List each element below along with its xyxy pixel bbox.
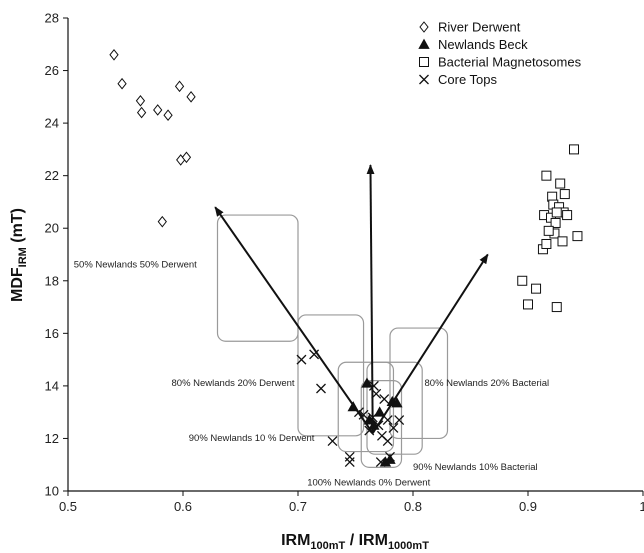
y-tick-label: 16 xyxy=(45,326,59,341)
legend-label: River Derwent xyxy=(438,20,521,35)
y-tick-label: 26 xyxy=(45,63,59,78)
newlands-beck-point xyxy=(361,377,373,388)
river-derwent-point xyxy=(157,215,167,228)
bacterial-magnetosomes-point xyxy=(551,207,562,218)
core-tops-point xyxy=(364,425,375,436)
river-derwent-point xyxy=(181,151,192,164)
bacterial-magnetosomes-point xyxy=(517,275,528,286)
mixing-annotation: 80% Newlands 20% Bacterial xyxy=(425,378,550,389)
legend-marker xyxy=(419,21,429,33)
river-derwent-point xyxy=(153,104,163,116)
mixing-annotation: 90% Newlands 10% Bacterial xyxy=(413,462,538,473)
core-tops-point xyxy=(394,415,405,426)
river-derwent-point xyxy=(117,77,127,90)
x-tick-label: 1 xyxy=(639,499,644,514)
core-tops-point xyxy=(344,457,355,468)
mixing-arrow xyxy=(366,164,375,434)
annotations: 50% Newlands 50% Derwent 80% Newlands 20%… xyxy=(74,260,549,489)
bacterial-magnetosomes-point xyxy=(569,144,579,155)
bacterial-magnetosomes-point xyxy=(559,189,570,200)
legend-label: Core Tops xyxy=(438,72,498,87)
mixing-box xyxy=(216,214,299,342)
x-tick-label: 0.6 xyxy=(174,499,192,514)
legend-marker xyxy=(419,74,429,85)
river-derwent-point xyxy=(174,80,185,93)
mixing-annotation: 90% Newlands 10 % Derwent xyxy=(189,433,315,444)
legend-marker xyxy=(418,38,430,49)
bacterial-magnetosomes-point xyxy=(543,225,554,236)
legend: River Derwent Newlands Beck Bacterial Magn… xyxy=(418,20,582,87)
bacterial-magnetosomes-point xyxy=(550,217,561,228)
bacterial-magnetosomes-point xyxy=(572,231,583,242)
bacterial-magnetosomes-point xyxy=(557,236,568,247)
x-tick-label: 0.8 xyxy=(404,499,422,514)
core-tops-point xyxy=(371,388,382,399)
bacterial-magnetosomes-point xyxy=(531,283,542,294)
mixing-arrows xyxy=(214,164,489,434)
core-tops-point xyxy=(373,420,384,431)
mixing-box xyxy=(389,327,449,440)
core-tops-point xyxy=(385,451,395,462)
legend-marker xyxy=(419,57,429,67)
y-tick-label: 28 xyxy=(45,11,59,26)
river-derwent-point xyxy=(109,48,119,61)
river-derwent-point xyxy=(186,91,196,103)
x-tick-label: 0.7 xyxy=(289,499,307,514)
bacterial-magnetosomes-point xyxy=(523,299,533,310)
bacterial-magnetosomes-point xyxy=(562,210,573,221)
core-tops-point xyxy=(358,409,369,420)
y-tick-label: 22 xyxy=(45,168,59,183)
x-tick-label: 0.5 xyxy=(59,499,77,514)
mixing-boxes xyxy=(216,214,449,468)
core-tops-point xyxy=(382,436,393,447)
y-tick-label: 14 xyxy=(45,378,59,393)
newlands-beck-point xyxy=(363,414,375,425)
core-tops-point xyxy=(344,451,355,462)
core-tops-point xyxy=(367,412,378,423)
y-tick-label: 12 xyxy=(45,431,59,446)
core-tops-point xyxy=(375,457,386,468)
data-points xyxy=(109,48,583,468)
mixing-box xyxy=(366,361,423,455)
mixing-annotation: 80% Newlands 20% Derwent xyxy=(172,378,295,389)
y-axis-title: MDFIRM (mT) xyxy=(9,208,29,302)
river-derwent-point xyxy=(163,109,173,122)
legend-label: Newlands Beck xyxy=(438,37,528,52)
core-tops-point xyxy=(382,415,393,426)
legend-label: Bacterial Magnetosomes xyxy=(438,55,582,70)
bacterial-magnetosomes-point xyxy=(551,302,562,313)
y-tick-label: 18 xyxy=(45,273,59,288)
axis-titles: IRM100mT / IRM1000mT MDFIRM (mT) xyxy=(9,208,429,552)
core-tops-point xyxy=(296,354,307,365)
newlands-beck-point xyxy=(391,397,403,408)
core-tops-point xyxy=(379,394,390,404)
bacterial-magnetosomes-point xyxy=(541,238,552,249)
mixing-box xyxy=(297,314,365,437)
axes: 0.5 0.6 0.7 0.8 0.9 1 10 12 14 16 18 20 22 24 26 28 xyxy=(45,11,644,515)
x-axis-title: IRM100mT / IRM1000mT xyxy=(281,532,429,552)
core-tops-point xyxy=(316,383,326,394)
y-tick-label: 10 xyxy=(45,484,59,499)
river-derwent-point xyxy=(136,106,147,119)
mixing-annotation: 50% Newlands 50% Derwent xyxy=(74,260,197,271)
bacterial-magnetosomes-point xyxy=(555,178,566,189)
core-tops-point xyxy=(368,380,379,391)
x-tick-label: 0.9 xyxy=(519,499,537,514)
mixing-box xyxy=(360,380,403,468)
y-tick-label: 24 xyxy=(45,116,59,131)
core-tops-point xyxy=(309,349,320,360)
bacterial-magnetosomes-point xyxy=(541,170,552,181)
mixing-annotation: 100% Newlands 0% Derwent xyxy=(307,478,430,489)
river-derwent-point xyxy=(135,94,146,107)
core-tops-point xyxy=(388,422,399,433)
core-tops-point xyxy=(327,436,338,447)
core-tops-point xyxy=(353,407,364,418)
mixing-arrow xyxy=(214,206,374,434)
y-tick-label: 20 xyxy=(45,221,59,236)
